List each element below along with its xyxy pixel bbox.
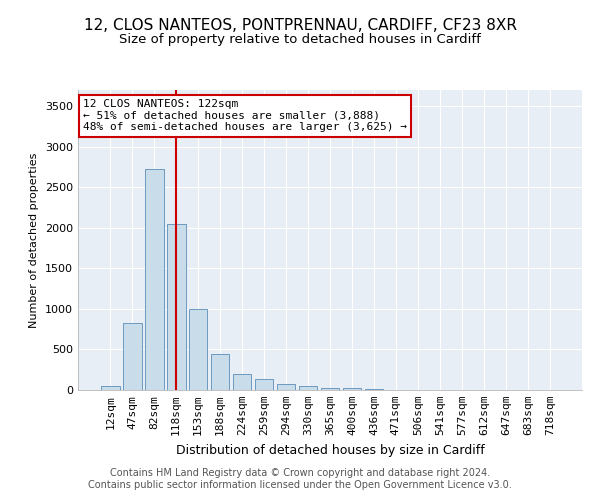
Bar [255,380,274,390]
Bar [320,388,340,390]
Bar [123,322,142,390]
Y-axis label: Number of detached properties: Number of detached properties [29,152,40,328]
Bar [343,388,361,390]
Bar [145,170,164,390]
Bar [167,224,185,390]
Bar [365,389,383,390]
Bar [299,386,317,390]
Text: 12 CLOS NANTEOS: 122sqm
← 51% of detached houses are smaller (3,888)
48% of semi: 12 CLOS NANTEOS: 122sqm ← 51% of detache… [83,99,407,132]
Text: 12, CLOS NANTEOS, PONTPRENNAU, CARDIFF, CF23 8XR: 12, CLOS NANTEOS, PONTPRENNAU, CARDIFF, … [83,18,517,32]
Bar [101,386,119,390]
Text: Contains HM Land Registry data © Crown copyright and database right 2024.
Contai: Contains HM Land Registry data © Crown c… [88,468,512,490]
Bar [277,384,295,390]
X-axis label: Distribution of detached houses by size in Cardiff: Distribution of detached houses by size … [176,444,484,456]
Bar [233,374,251,390]
Bar [189,309,208,390]
Bar [211,354,229,390]
Text: Size of property relative to detached houses in Cardiff: Size of property relative to detached ho… [119,32,481,46]
